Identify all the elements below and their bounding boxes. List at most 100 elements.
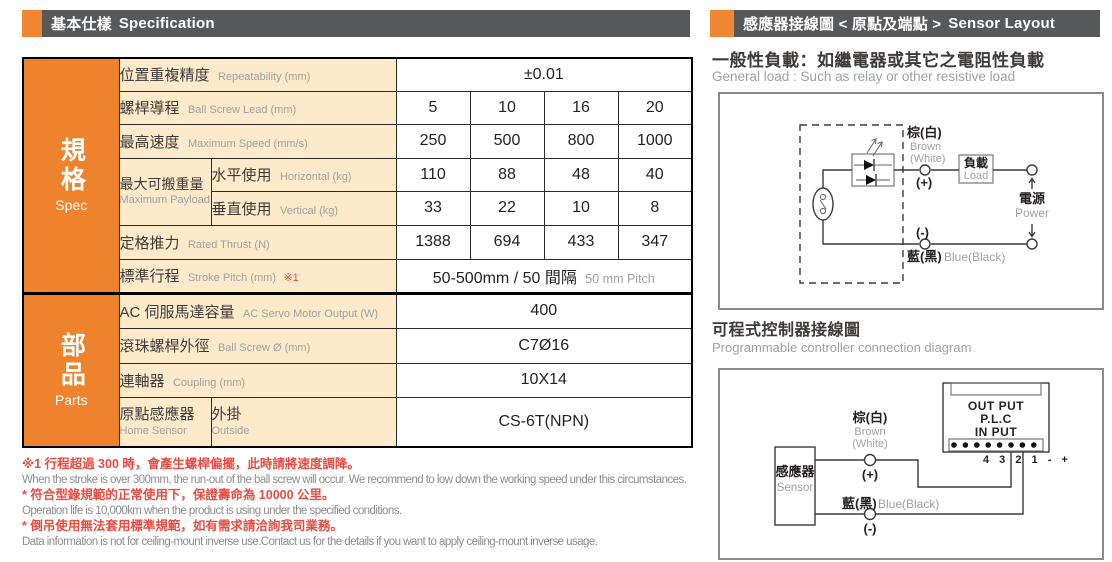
label-en: Home Sensor [119, 424, 187, 437]
label-zh: 垂直使用 [211, 200, 272, 218]
plus-terminal-node [919, 164, 931, 176]
footnote-line: When the stroke is over 300mm, the run-o… [22, 473, 687, 486]
row-repeatability: 規格 Spec 位置重複精度 Repeatability (mm) ±0.01 [22, 57, 693, 294]
value-cell: 347 [617, 224, 693, 260]
general-load-circuit: 負載 Load 電源 Power 棕(白) Brown (White) (+) … [799, 124, 1049, 284]
section-label-spec: 規格 Spec [22, 57, 120, 294]
label-zh: 最大可搬重量 [119, 176, 204, 193]
value-cell: 1000 [617, 123, 693, 159]
footnote-line: * 倒吊使用無法套用標準規範，如有需求請洽詢我司業務。 [22, 519, 343, 533]
label-ball-screw-od: 滾珠螺桿外徑 Ball Screw Ø (mm) [118, 327, 397, 364]
label-horizontal: 水平使用 Horizontal (kg) [210, 157, 397, 192]
label-zh: 連軸器 [119, 372, 165, 390]
value-home-sensor: CS-6T(NPN) [395, 396, 693, 448]
label-en: Vertical (kg) [279, 204, 339, 217]
value-cell: 694 [469, 224, 545, 260]
label-zh: 外掛 [211, 405, 242, 423]
blue-wire-label-en: Blue(Black) [878, 497, 939, 511]
label-servo-output: AC 伺服馬達容量 AC Servo Motor Output (W) [118, 291, 397, 329]
row-max-speed: 最高速度 Maximum Speed (mm/s) 250 500 800 10… [23, 123, 693, 159]
wire [822, 169, 852, 188]
label-zh: AC 伺服馬達容量 [119, 303, 235, 321]
label-en: Outside [211, 424, 250, 437]
minus-node [863, 507, 877, 521]
brown-wire-label-zh: 棕(白) [852, 410, 888, 425]
footnote-line: ※1 行程超過 300 時，會產生螺桿偏擺，此時請將速度調降。 [22, 457, 360, 471]
load-box [958, 154, 994, 184]
sensor-label-en: Sensor [777, 482, 814, 494]
brown-wire-label-en2: (White) [910, 153, 945, 165]
row-ball-screw-od: 滾珠螺桿外徑 Ball Screw Ø (mm) C7Ø16 [23, 327, 693, 364]
value-cell: 16 [543, 90, 619, 125]
minus-terminal-node [919, 238, 931, 250]
power-terminal-top [1026, 164, 1038, 176]
value-stroke-pitch: 50-500mm / 50 間隔 50 mm Pitch [395, 258, 693, 294]
value-cell: 250 [395, 123, 471, 159]
brown-wire-label-zh: 棕(白) [906, 125, 942, 140]
value-cell: 5 [395, 90, 471, 125]
label-ball-screw-lead: 螺桿導程 Ball Screw Lead (mm) [118, 90, 397, 125]
value-cell: 10 [469, 90, 545, 125]
load-label-en: Load [964, 170, 988, 182]
switch-contact [819, 207, 827, 215]
value-cell: 433 [543, 224, 619, 260]
row-rated-thrust: 定格推力 Rated Thrust (N) 1388 694 433 347 [23, 224, 693, 260]
value-cell: 10 [543, 190, 619, 226]
terminal-numbers: 4 3 2 1 - + [983, 454, 1071, 466]
led-emission-arrow [872, 141, 883, 157]
sensor-header-title-en: Sensor Layout [948, 15, 1056, 32]
minus-label: (-) [916, 225, 929, 240]
wire [876, 451, 1024, 515]
general-load-title-zh: 一般性負載：如繼電器或其它之電阻性負載 [712, 51, 1045, 70]
terminal-dot [962, 442, 969, 448]
value-repeatability: ±0.01 [395, 57, 693, 92]
plc-top-bar [950, 382, 1042, 396]
label-en: Ball Screw Ø (mm) [217, 342, 311, 354]
general-load-diagram: 負載 Load 電源 Power 棕(白) Brown (White) (+) … [718, 92, 1104, 310]
footnotes: ※1 行程超過 300 時，會產生螺桿偏擺，此時請將速度調降。 When the… [22, 457, 697, 550]
label-zh: 螺桿導程 [119, 100, 180, 117]
led-emission-arrow [866, 138, 877, 154]
label-home-sensor-outside: 外掛 Outside [210, 396, 397, 448]
value-cell: 88 [469, 157, 545, 192]
blue-wire-label-zh: 藍(黑) [907, 249, 942, 264]
value-servo-output: 400 [395, 291, 693, 329]
switch-contact [819, 193, 827, 201]
plc-input-label: IN PUT [975, 425, 1018, 439]
load-label-zh: 負載 [964, 155, 988, 170]
row-stroke-pitch: 標準行程 Stroke Pitch (mm) ※1 50-500mm / 50 … [23, 258, 693, 294]
power-label-en: Power [1015, 206, 1049, 220]
label-en: Maximum Speed (mm/s) [187, 137, 308, 150]
label-en: Stroke Pitch (mm) [187, 272, 276, 284]
sensor-label-zh: 感應器 [775, 464, 815, 479]
sensor-header-title-zh: 感應器接線圖 < 原點及端點 > [743, 16, 942, 33]
wire [822, 220, 919, 245]
label-zh: 最高速度 [119, 133, 180, 151]
power-arrow-down [1028, 224, 1036, 238]
stroke-value: 50-500mm / 50 間隔 [432, 269, 577, 287]
label-max-speed: 最高速度 Maximum Speed (mm/s) [118, 123, 397, 159]
label-zh: 定格推力 [119, 234, 180, 252]
plus-label: (+) [916, 175, 932, 190]
section-spec-en: Spec [55, 197, 88, 214]
label-en: Rated Thrust (N) [187, 238, 270, 251]
spec-section-header: 基本仕樣 Specification [22, 10, 690, 37]
plc-terminal-strip [948, 438, 1044, 452]
power-terminal-bottom [1026, 238, 1038, 250]
footnote-marker: ※1 [283, 272, 299, 284]
plus-node [863, 453, 877, 467]
terminal-dot [1031, 442, 1037, 448]
section-label-parts: 部品 Parts [22, 291, 120, 448]
plc-name-label: P.L.C [980, 412, 1012, 426]
minus-label: (-) [864, 521, 877, 536]
diode-symbol [866, 175, 876, 185]
value-cell: 22 [469, 190, 545, 226]
value-cell: 20 [617, 90, 693, 125]
label-en: AC Servo Motor Output (W) [242, 307, 379, 320]
plc-title-en: Programmable controller connection diagr… [712, 340, 972, 355]
plc-diagram: 感應器 Sensor OUT PUT P.L.C IN PUT 4 3 2 1 … [718, 368, 1104, 560]
label-home-sensor: 原點感應器 Home Sensor [118, 396, 212, 448]
terminal-dot [996, 442, 1003, 448]
label-en: Horizontal (kg) [279, 171, 352, 183]
spec-header-title-en: Specification [118, 15, 215, 32]
